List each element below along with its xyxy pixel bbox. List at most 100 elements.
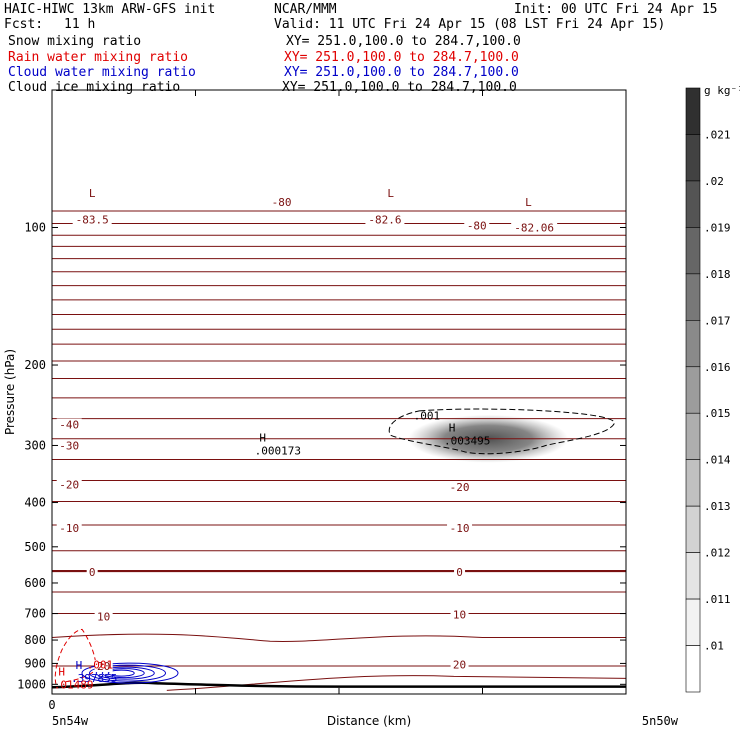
y-tick-label: 200 <box>24 358 46 372</box>
terrain-line <box>51 681 626 689</box>
isotherm-label: -40 <box>59 419 79 432</box>
colorbar-swatch <box>685 320 701 368</box>
colorbar-label: .016 <box>704 361 731 374</box>
contour-label-bg <box>447 522 473 535</box>
isotherm-label: 0 <box>456 566 463 579</box>
contour-label-bg <box>56 439 82 452</box>
rain-water-contour <box>54 628 97 685</box>
y-tick-label: 500 <box>24 540 46 554</box>
high-marker: H <box>76 659 83 672</box>
contour-label-bg <box>86 566 98 579</box>
low-marker: L <box>387 187 394 200</box>
cloud-water-contour <box>89 664 166 682</box>
contour-label-bg <box>464 219 490 232</box>
high-marker: H <box>58 665 65 678</box>
field-snow-xy: XY= 251.0,100.0 to 284.7,100.0 <box>286 34 521 49</box>
model-title: HAIC-HIWC 13km ARW-GFS init <box>4 2 216 17</box>
colorbar-swatch <box>685 87 701 135</box>
cloud-water-contour <box>101 668 145 679</box>
y-tick-label: 100 <box>24 221 46 235</box>
y-tick-label: 600 <box>24 576 46 590</box>
isotherm-label: 10 <box>453 608 466 621</box>
isotherm-label: -82.6 <box>368 213 401 226</box>
isotherm-label: 10 <box>97 610 110 623</box>
contour-label-bg <box>72 213 112 226</box>
y-tick-label: 400 <box>24 496 46 510</box>
isotherm-label: -10 <box>450 522 470 535</box>
rain-contour-label: .001 <box>87 659 114 672</box>
y-axis-title: Pressure (hPa) <box>3 349 17 435</box>
ice-contour-label: .001 <box>414 410 441 423</box>
contour-label-bg <box>56 478 82 491</box>
isotherm-label: 20 <box>97 660 110 673</box>
y-tick-label: 800 <box>24 633 46 647</box>
colorbar-swatch <box>685 645 701 693</box>
colorbar-label: .01 <box>704 640 724 653</box>
isotherm-label: -30 <box>59 439 79 452</box>
colorbar-label: .015 <box>704 407 731 420</box>
colorbar-swatch <box>685 180 701 228</box>
isotherm-label: -20 <box>59 478 79 491</box>
fcst-label: Fcst: <box>4 17 44 32</box>
contour-label-bg <box>454 566 466 579</box>
colorbar-swatch <box>685 273 701 321</box>
org-label: NCAR/MMM <box>274 2 337 17</box>
colorbar-label: .013 <box>704 500 731 513</box>
contour-label-bg <box>450 658 469 671</box>
x-axis-title: Distance (km) <box>327 714 411 728</box>
cloud-water-contour <box>95 666 155 680</box>
contour-label-bg <box>269 196 295 209</box>
x-origin-label: 0 <box>48 698 55 712</box>
contour-label-bg <box>450 608 469 621</box>
low-marker: L <box>525 196 532 209</box>
isotherm-label: 0 <box>89 566 96 579</box>
y-tick-label: 700 <box>24 607 46 621</box>
field-cloudice-xy: XY= 251.0,100.0 to 284.7,100.0 <box>282 80 517 95</box>
isotherm-label: -20 <box>450 481 470 494</box>
y-tick-label: 300 <box>24 438 46 452</box>
contour-label-bg <box>447 481 473 494</box>
cloud-water-contour <box>107 669 135 677</box>
contour-label-bg <box>365 213 405 226</box>
colorbar-swatch <box>685 552 701 600</box>
x-start-label: 5n54w <box>52 714 89 728</box>
init-time: Init: 00 UTC Fri 24 Apr 15 <box>514 2 718 17</box>
extremum-value: .01489 <box>54 678 94 691</box>
colorbar-label: .019 <box>704 221 731 234</box>
colorbar-label: .017 <box>704 314 731 327</box>
contour-label-bg <box>56 522 82 535</box>
valid-time: Valid: 11 UTC Fri 24 Apr 15 (08 LST Fri … <box>274 17 666 32</box>
high-marker: H <box>259 431 266 444</box>
isotherm-label: -82.06 <box>514 222 554 235</box>
colorbar-swatch <box>685 227 701 275</box>
colorbar-label: .02 <box>704 175 724 188</box>
plot-frame <box>51 89 627 695</box>
field-cloudwater-xy: XY= 251.0,100.0 to 284.7,100.0 <box>284 65 519 80</box>
colorbar-label: .018 <box>704 268 731 281</box>
isotherm-label: -80 <box>272 196 292 209</box>
cloud-water-contour <box>81 662 179 684</box>
colorbar-swatch <box>685 505 701 553</box>
extremum-value: .397855 <box>71 672 117 685</box>
isotherm-label: 20 <box>453 659 466 672</box>
low-marker: L <box>89 187 96 200</box>
isotherm-line <box>166 675 627 691</box>
y-tick-label: 900 <box>24 656 46 670</box>
contour-label-bg <box>511 221 558 234</box>
colorbar-label: .011 <box>704 593 731 606</box>
high-marker: H <box>449 421 456 434</box>
field-rain-xy: XY= 251.0,100.0 to 284.7,100.0 <box>284 50 519 65</box>
field-snow-name: Snow mixing ratio <box>8 34 142 49</box>
field-cloudwater-name: Cloud water mixing ratio <box>8 65 196 80</box>
colorbar-label: .012 <box>704 547 731 560</box>
field-rain-name: Rain water mixing ratio <box>8 50 189 65</box>
colorbar-swatch <box>685 366 701 414</box>
extremum-value: .003495 <box>444 434 490 447</box>
colorbar-unit: g kg⁻¹ <box>704 84 740 97</box>
fcst-value: 11 h <box>64 17 96 32</box>
isotherm-label: -80 <box>467 220 487 233</box>
contour-label-bg <box>56 418 82 431</box>
contour-label-bg <box>94 660 113 673</box>
colorbar-label: .014 <box>704 454 731 467</box>
